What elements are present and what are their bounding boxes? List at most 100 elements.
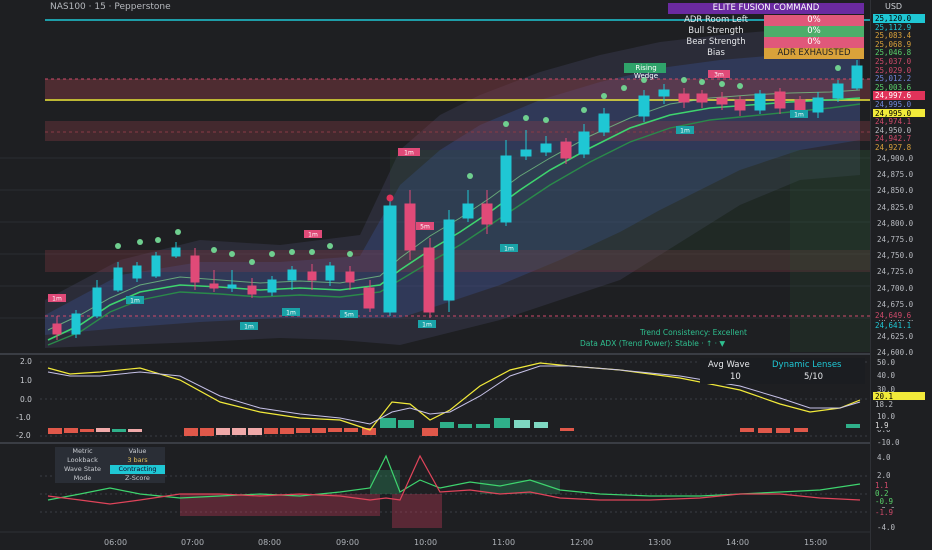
price-tick: 24,875.0 bbox=[877, 170, 914, 180]
z-tick: 2.0 bbox=[877, 470, 891, 480]
price-tick: 24,725.0 bbox=[877, 267, 914, 277]
fusion-row: Bull Strength 0% bbox=[668, 26, 864, 37]
osc-right-tick: 30.0 bbox=[877, 384, 896, 394]
z-tag: 1.1 bbox=[873, 481, 925, 490]
time-label: 07:00 bbox=[181, 538, 205, 547]
osc-tag: 18.2 bbox=[873, 400, 925, 409]
fusion-label: Bias bbox=[707, 48, 725, 58]
osc-tick: 2.0 bbox=[20, 357, 32, 366]
osc-tag: 1.9 bbox=[873, 421, 925, 430]
symbol-title: NAS100 · 15 · Pepperstone bbox=[50, 2, 171, 12]
price-tag: 25,037.0 bbox=[873, 57, 925, 66]
wave-head-2: Dynamic Lenses bbox=[772, 360, 842, 370]
metric-cell: 3 bars bbox=[127, 456, 148, 464]
svg-text:1m: 1m bbox=[504, 246, 514, 253]
svg-text:5m: 5m bbox=[344, 312, 354, 319]
price-tick: 24,675.0 bbox=[877, 299, 914, 309]
z-tick: 4.0 bbox=[877, 453, 891, 462]
price-tick: 24,750.0 bbox=[877, 251, 914, 261]
time-label: 14:00 bbox=[726, 538, 750, 547]
fusion-row: Bias ADR EXHAUSTED bbox=[668, 48, 864, 59]
chart-area[interactable]: 1m 1m 1m 1m 5m 1m 1m 5m 1m 1m 1m 3m 1m bbox=[0, 0, 870, 550]
metric-cell: Wave State bbox=[63, 465, 102, 473]
osc-right-tick: -10.0 bbox=[877, 438, 900, 448]
price-tag: 24,942.7 bbox=[873, 134, 925, 144]
time-label: 10:00 bbox=[414, 538, 438, 547]
z-tag: -0.9 bbox=[873, 497, 925, 506]
trend-power-note: Data ADX (Trend Power): Stable · ↑ · ▼ bbox=[580, 339, 726, 348]
metric-cell: Value bbox=[128, 447, 147, 455]
price-tag: 25,012.2 bbox=[873, 74, 925, 84]
svg-text:1m: 1m bbox=[404, 150, 414, 157]
price-tick: 24,700.0 bbox=[877, 283, 914, 293]
price-tag: 24,927.8 bbox=[873, 143, 925, 152]
z-tag: -1.9 bbox=[873, 508, 925, 517]
price-tag: 24,974.1 bbox=[873, 117, 925, 127]
svg-text:1m: 1m bbox=[244, 324, 254, 331]
price-tick: 24,825.0 bbox=[877, 202, 914, 212]
svg-text:1m: 1m bbox=[308, 232, 318, 239]
time-label: 12:00 bbox=[570, 538, 594, 547]
trend-consistency-note: Trend Consistency: Excellent bbox=[640, 328, 747, 337]
candlesticks bbox=[52, 60, 863, 340]
svg-text:1m: 1m bbox=[422, 322, 432, 329]
price-tag: 24,997.6 bbox=[873, 91, 925, 101]
fusion-row: ADR Room Left 0% bbox=[668, 15, 864, 26]
metric-row: Metric Value bbox=[55, 447, 165, 456]
price-tag: 25,083.4 bbox=[873, 31, 925, 41]
price-tag: 24,950.0 bbox=[873, 125, 925, 135]
svg-text:1m: 1m bbox=[130, 298, 140, 305]
price-tag: 25,046.8 bbox=[873, 48, 925, 58]
fusion-value: 0% bbox=[764, 15, 864, 26]
fusion-row: Bear Strength 0% bbox=[668, 37, 864, 48]
z-tick: -4.0 bbox=[877, 523, 896, 532]
z-tag: 0.2 bbox=[873, 489, 925, 498]
price-tick: 24,850.0 bbox=[877, 186, 914, 196]
osc-tick: 1.0 bbox=[20, 376, 32, 385]
price-tag: 24,649.6 bbox=[873, 311, 925, 320]
price-tag: 25,003.6 bbox=[873, 82, 925, 92]
metric-cell: Mode bbox=[73, 474, 92, 482]
osc-tick: -1.0 bbox=[16, 413, 31, 422]
osc-right-tick: 10.0 bbox=[877, 411, 896, 421]
osc-tick: -2.0 bbox=[16, 431, 31, 440]
svg-text:1m: 1m bbox=[680, 128, 690, 135]
currency-label[interactable]: USD bbox=[885, 2, 903, 11]
price-tag: 25,120.0 bbox=[873, 14, 925, 23]
fusion-title: ELITE FUSION COMMAND bbox=[668, 3, 864, 14]
price-tag: 25,068.9 bbox=[873, 39, 925, 49]
price-tick: 24,900.0 bbox=[877, 154, 914, 163]
time-label: 13:00 bbox=[648, 538, 672, 547]
time-label: 06:00 bbox=[104, 538, 128, 547]
svg-text:3m: 3m bbox=[714, 72, 724, 79]
signal-dots bbox=[115, 65, 841, 265]
price-tick: 24,800.0 bbox=[877, 218, 914, 228]
metric-cell: Metric bbox=[72, 447, 93, 455]
fusion-label: Bear Strength bbox=[686, 37, 746, 47]
fusion-value: 0% bbox=[764, 26, 864, 37]
chart-canvas[interactable]: 1m 1m 1m 1m 5m 1m 1m 5m 1m 1m 1m 3m 1m bbox=[0, 0, 870, 550]
pattern-label: Rising Wedge bbox=[633, 64, 658, 80]
fusion-label: ADR Room Left bbox=[684, 15, 748, 25]
wave-val-1: 10 bbox=[730, 372, 741, 382]
fusion-label: Bull Strength bbox=[688, 26, 744, 36]
elite-fusion-table: ELITE FUSION COMMAND ADR Room Left 0% Bul… bbox=[668, 3, 864, 59]
wave-val-2: 5/10 bbox=[804, 372, 824, 382]
price-tick: 24,775.0 bbox=[877, 235, 914, 244]
svg-text:1m: 1m bbox=[794, 112, 804, 119]
price-tick: 24,600.0 bbox=[877, 348, 914, 358]
price-tick: 24,650.0 bbox=[877, 316, 913, 325]
fusion-value: ADR EXHAUSTED bbox=[764, 48, 864, 59]
svg-text:1m: 1m bbox=[52, 296, 62, 303]
price-tag: 25,112.9 bbox=[873, 22, 925, 32]
price-tag: 24,641.1 bbox=[873, 321, 925, 330]
metric-row: Mode Z-Score bbox=[55, 474, 165, 483]
wave-box: Avg Wave Dynamic Lenses 10 5/10 bbox=[700, 358, 865, 384]
metric-cell: Contracting bbox=[110, 465, 165, 474]
time-label: 15:00 bbox=[804, 538, 828, 547]
fusion-value: 0% bbox=[764, 37, 864, 48]
metric-row: Lookback 3 bars bbox=[55, 456, 165, 465]
price-tick: 24,625.0 bbox=[877, 332, 914, 342]
metric-cell: Z-Score bbox=[125, 474, 150, 482]
price-tag: 24,995.0 bbox=[873, 100, 925, 109]
